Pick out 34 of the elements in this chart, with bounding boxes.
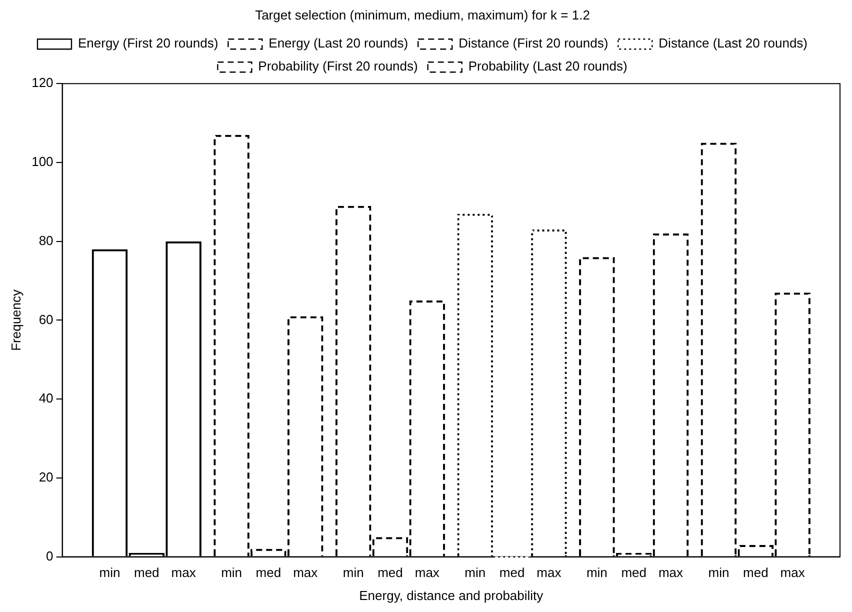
x-tick-label: max: [293, 565, 318, 580]
y-axis-title: Frequency: [8, 288, 24, 351]
x-tick-label: med: [378, 565, 403, 580]
legend-label: Probability (First 20 rounds): [258, 58, 418, 74]
y-tick-label: 60: [38, 312, 54, 327]
x-tick-label: max: [536, 565, 562, 580]
x-axis-title: Energy, distance and probability: [359, 588, 544, 603]
y-tick-label: 120: [32, 75, 54, 90]
x-tick-label: min: [221, 565, 242, 580]
x-tick-label: med: [134, 565, 160, 580]
x-tick-label: med: [743, 565, 768, 580]
x-tick-label: min: [464, 565, 486, 580]
x-tick-label: max: [780, 565, 806, 580]
chart-title: Target selection (minimum, medium, maximum) for k = 1.2: [255, 7, 590, 22]
x-tick-label: med: [499, 565, 525, 580]
y-tick-label: 20: [38, 470, 54, 485]
x-tick-label: med: [621, 565, 646, 580]
legend-label: Energy (First 20 rounds): [78, 36, 218, 51]
x-tick-label: max: [658, 565, 684, 580]
y-tick-label: 100: [32, 154, 54, 170]
x-tick-label: min: [342, 565, 364, 580]
legend-label: Distance (Last 20 rounds): [658, 36, 808, 51]
x-tick-label: min: [586, 565, 608, 580]
x-tick-label: min: [708, 565, 730, 580]
y-tick-label: 40: [38, 390, 54, 406]
y-tick-label: 80: [38, 232, 54, 248]
x-tick-label: max: [414, 565, 440, 580]
x-tick-label: med: [256, 565, 282, 580]
legend-label: Energy (Last 20 rounds): [268, 36, 408, 51]
x-tick-label: min: [99, 565, 120, 580]
y-tick-label: 0: [46, 548, 54, 564]
legend-label: Distance (First 20 rounds): [458, 36, 608, 51]
legend-label: Probability (Last 20 rounds): [468, 58, 628, 74]
x-tick-label: max: [171, 565, 196, 580]
